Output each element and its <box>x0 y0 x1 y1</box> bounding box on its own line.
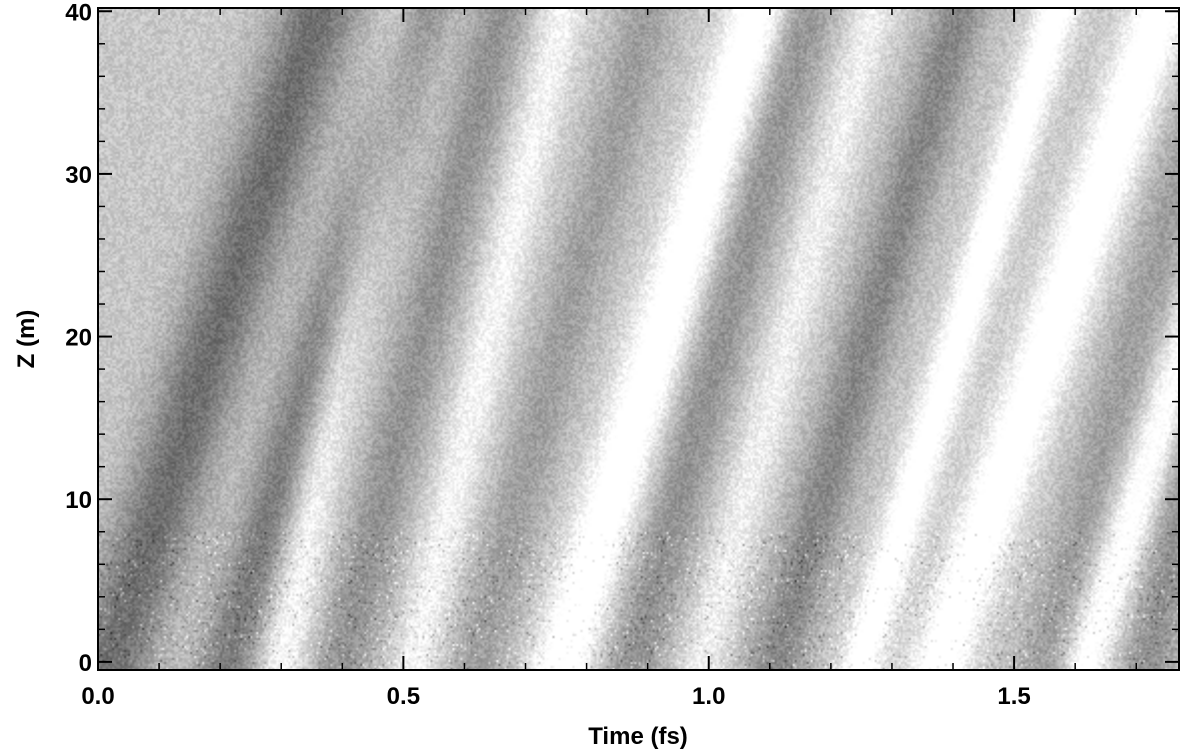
heatmap-grain <box>98 8 1179 670</box>
x-tick-label: 1.0 <box>692 683 725 710</box>
x-axis: 0.0 0.5 1.0 1.5 <box>81 8 1137 710</box>
x-axis-title: Time (fs) <box>588 723 688 750</box>
heatmap-raster <box>98 8 1179 670</box>
y-tick-label: 20 <box>65 325 92 352</box>
y-tick-label: 40 <box>65 0 92 26</box>
x-tick-label: 1.5 <box>997 683 1030 710</box>
y-tick-label: 10 <box>65 487 92 514</box>
x-tick-label: 0.0 <box>81 683 114 710</box>
y-axis: 0 10 20 30 40 <box>65 0 1179 677</box>
heatmap-image <box>98 8 1179 670</box>
y-tick-label: 30 <box>65 162 92 189</box>
x-tick-label: 0.5 <box>387 683 420 710</box>
y-axis-title: Z (m) <box>13 310 40 369</box>
y-tick-label: 0 <box>79 650 92 677</box>
plot-frame <box>97 7 1180 671</box>
